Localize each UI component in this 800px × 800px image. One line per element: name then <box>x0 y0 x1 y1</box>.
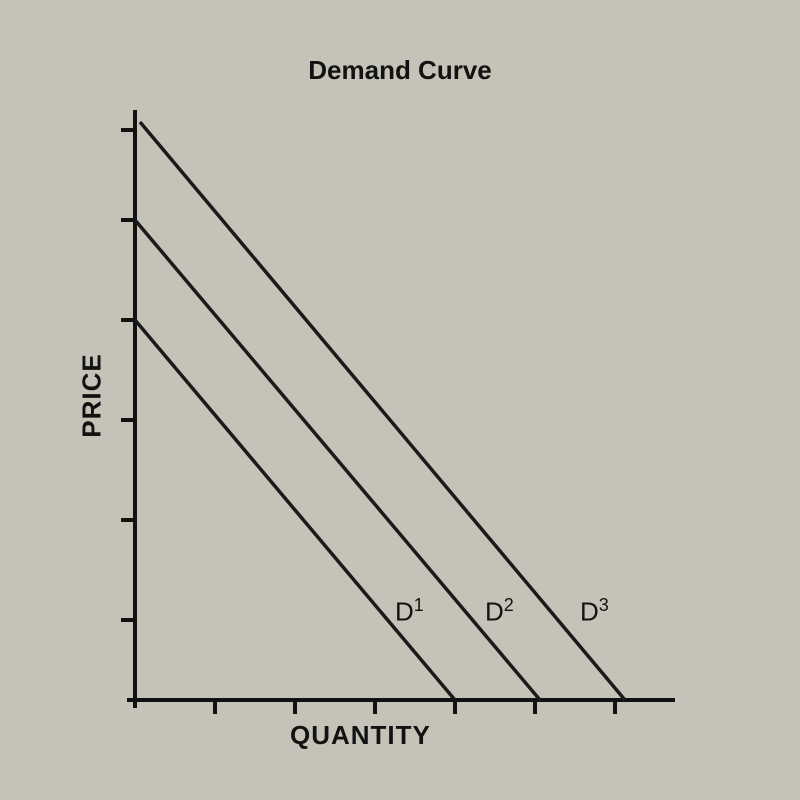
line-label-d1: D1 <box>395 595 424 628</box>
y-axis-label: PRICE <box>77 353 108 437</box>
demand-curve-chart <box>0 0 800 800</box>
line-label-d3: D3 <box>580 595 609 628</box>
line-label-d2: D2 <box>485 595 514 628</box>
x-axis-label: QUANTITY <box>290 720 431 751</box>
